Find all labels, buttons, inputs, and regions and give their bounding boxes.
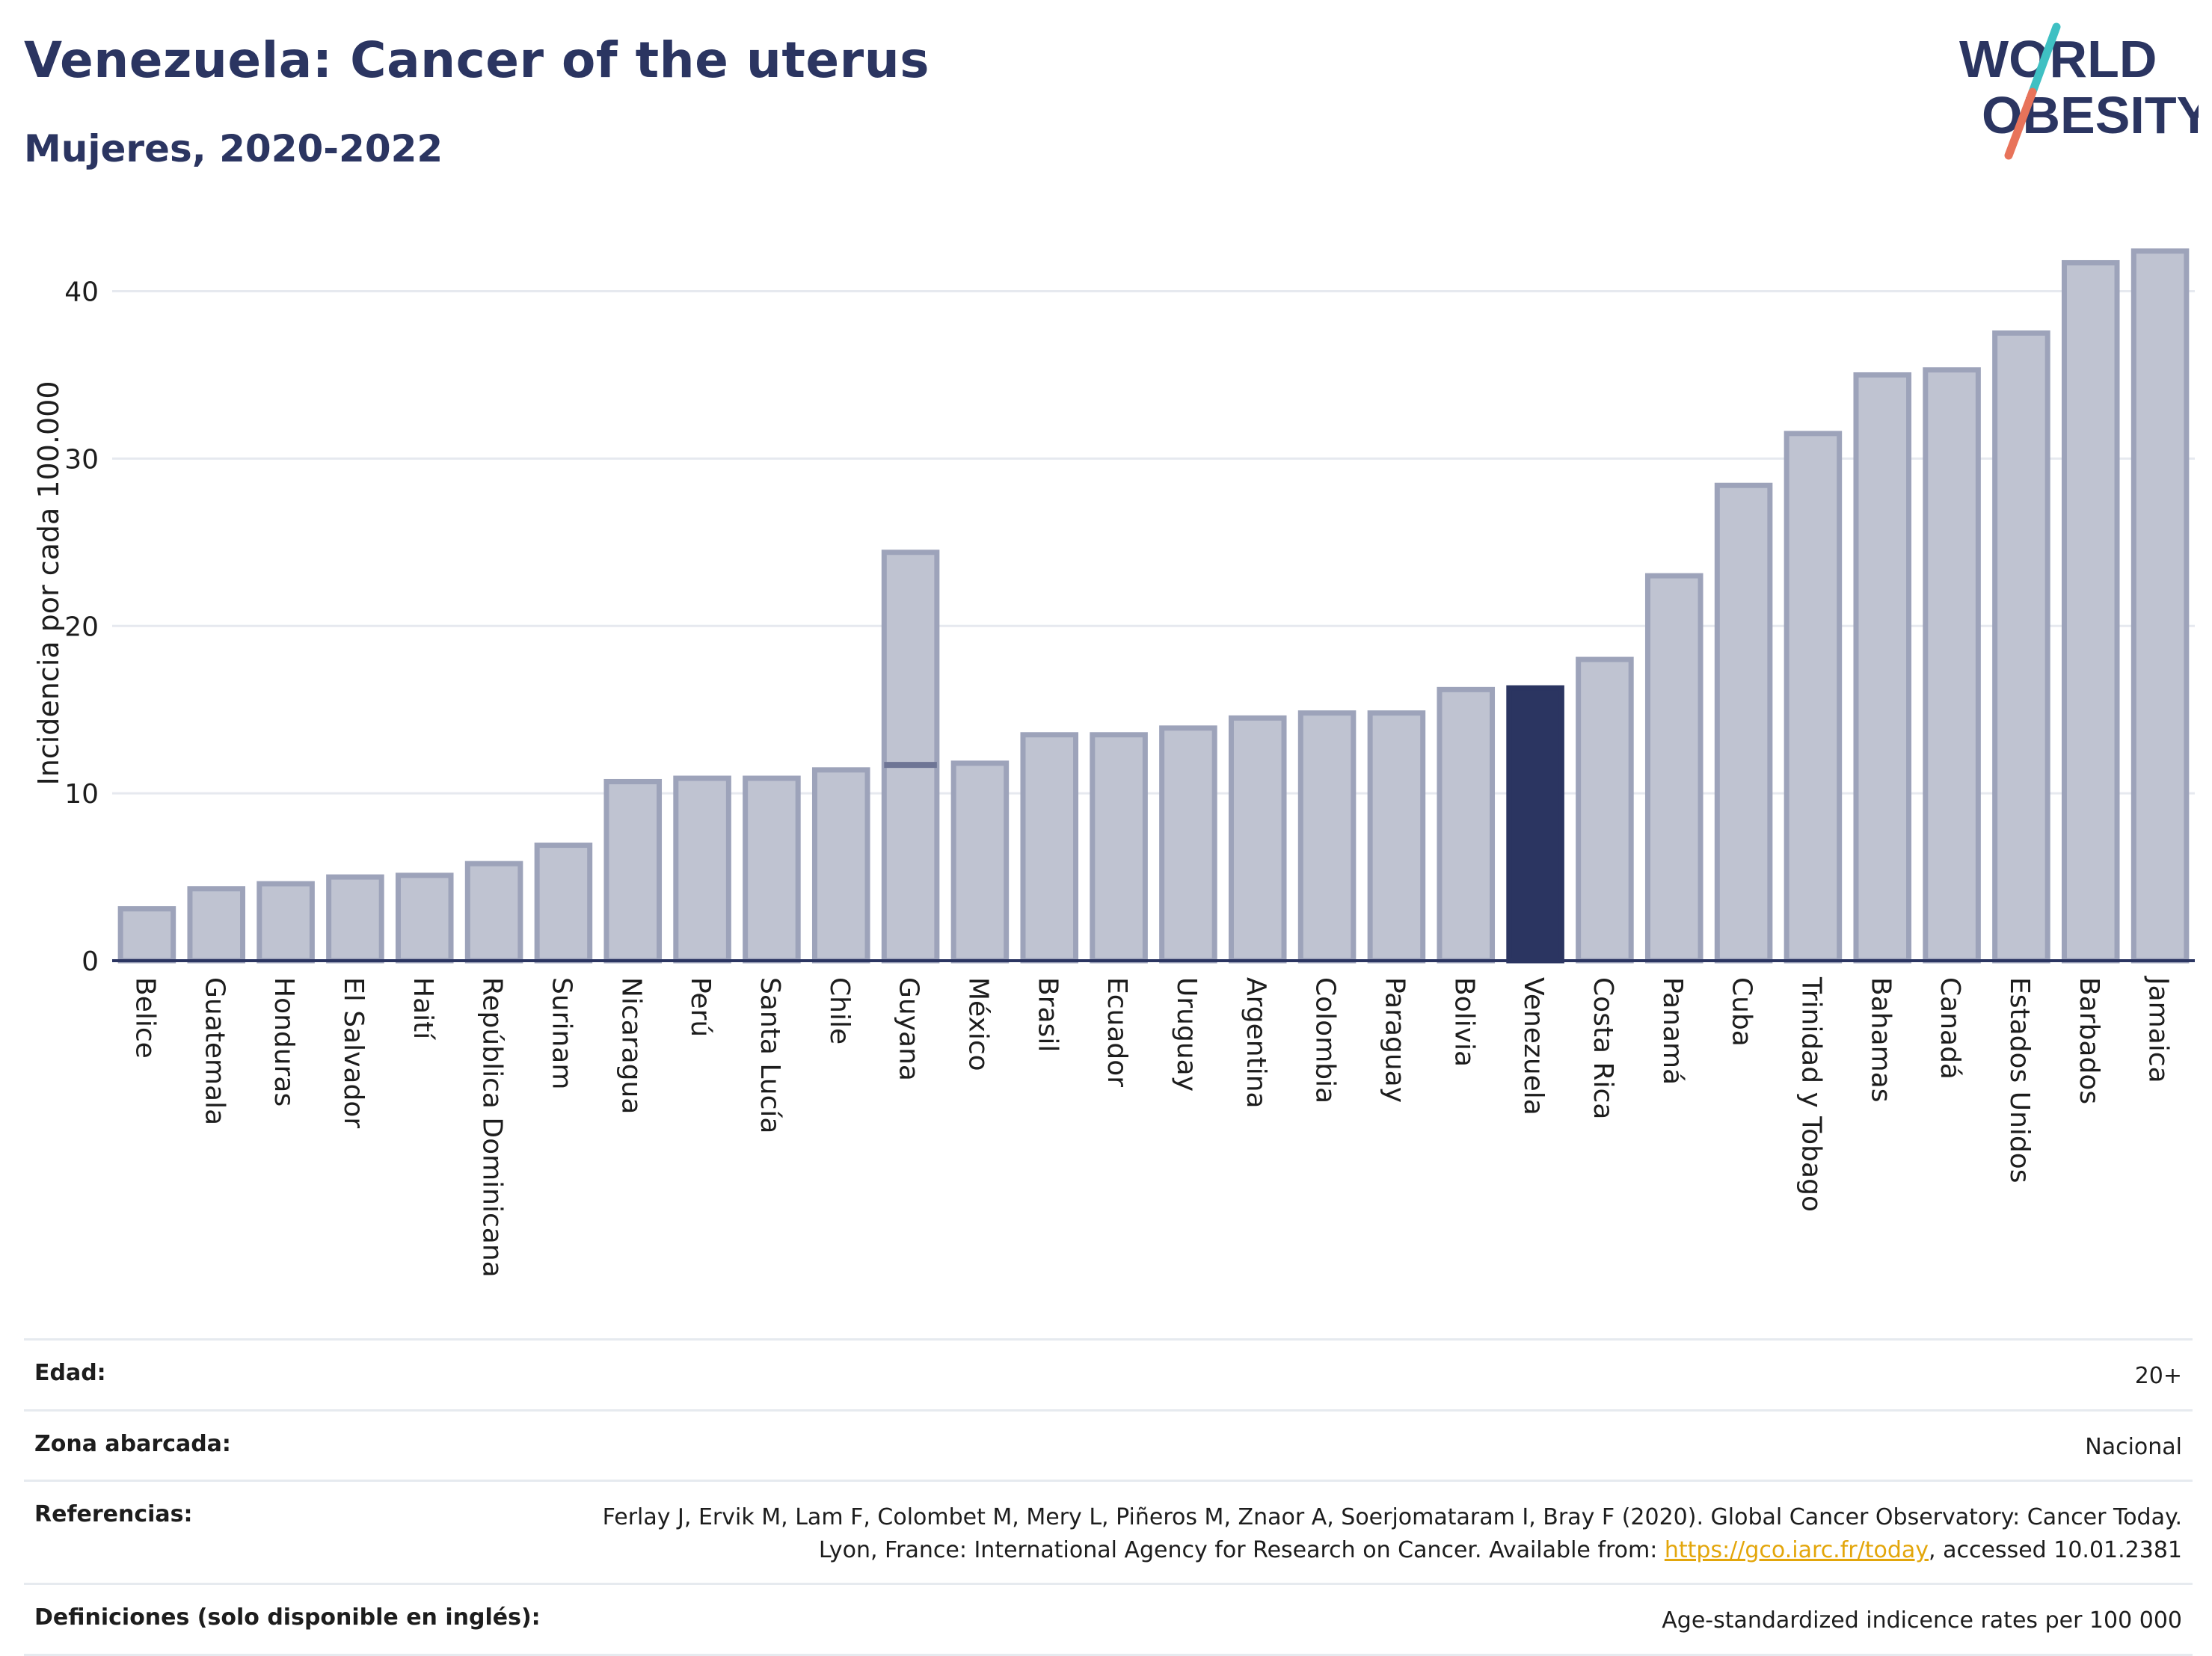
bar-honduras xyxy=(256,881,315,964)
x-tick-label: Estados Unidos xyxy=(2004,977,2035,1183)
bar-chart: 0 10 20 30 40 Belice Guatemala Honduras El Salva… xyxy=(32,248,2195,1278)
info-row-area: Zona abarcada: Nacional xyxy=(24,1409,2193,1480)
y-tick-label: 10 xyxy=(64,779,99,810)
age-label: Edad: xyxy=(34,1360,106,1386)
chart-title: Venezuela: Cancer of the uterus xyxy=(24,31,930,89)
bars xyxy=(117,248,2190,964)
bar-trinidad-y-tobago xyxy=(1784,431,1843,964)
area-value: Nacional xyxy=(2085,1433,2182,1460)
bar-panamá xyxy=(1644,573,1703,964)
bar-estados-unidos xyxy=(1992,330,2050,964)
bar-bahamas xyxy=(1853,372,1912,964)
x-tick-label: Bahamas xyxy=(1865,977,1896,1103)
x-tick-label: Perú xyxy=(685,977,716,1037)
x-tick-label: Guatemala xyxy=(199,977,230,1125)
definitions-label: Definiciones (solo disponible en inglés)… xyxy=(34,1604,541,1631)
age-value: 20+ xyxy=(2134,1363,2182,1389)
x-tick-label: Venezuela xyxy=(1518,977,1549,1115)
bar-venezuela xyxy=(1506,685,1564,964)
x-tick-label: Canadá xyxy=(1935,977,1965,1080)
bar-santa-lucía xyxy=(743,775,801,964)
x-tick-label: Surinam xyxy=(546,977,577,1089)
logo-slash-coral xyxy=(2004,87,2037,160)
x-tick-label: Panamá xyxy=(1657,977,1688,1085)
x-tick-label: Jamaica xyxy=(2143,976,2174,1083)
info-table: Edad: 20+ Zona abarcada: Nacional Refere… xyxy=(24,1338,2193,1656)
x-tick-label: Bolivia xyxy=(1448,977,1479,1067)
world-obesity-logo: WORLD OBESITY xyxy=(1959,22,2199,160)
bar-nicaragua xyxy=(603,778,663,964)
bar-argentina xyxy=(1228,715,1287,964)
info-row-age: Edad: 20+ xyxy=(24,1338,2193,1409)
grid-lines xyxy=(112,290,2195,795)
x-tick-label: Costa Rica xyxy=(1588,977,1618,1119)
definitions-value: Age-standardized indicence rates per 100… xyxy=(1662,1607,2182,1634)
references-value: Ferlay J, Ervik M, Lam F, Colombet M, Me… xyxy=(537,1501,2182,1566)
x-tick-label: Haití xyxy=(408,977,438,1040)
bar-guatemala xyxy=(187,886,246,964)
references-link[interactable]: https://gco.iarc.fr/today xyxy=(1664,1536,1929,1563)
x-tick-label: Colombia xyxy=(1310,977,1341,1104)
info-row-definitions: Definiciones (solo disponible en inglés)… xyxy=(24,1583,2193,1656)
bar-ecuador xyxy=(1090,732,1148,964)
bar-paraguay xyxy=(1367,710,1426,964)
bar-jamaica xyxy=(2130,248,2190,964)
bar-colombia xyxy=(1297,710,1357,964)
x-tick-label: Trinidad y Tobago xyxy=(1795,976,1826,1212)
bar-guyana xyxy=(881,550,940,964)
bar-perú xyxy=(673,775,731,964)
x-tick-label: Barbados xyxy=(2074,977,2104,1104)
y-tick-label: 20 xyxy=(64,612,99,642)
logo-text-world: WORLD xyxy=(1959,30,2157,88)
x-tick-label: El Salvador xyxy=(338,977,369,1128)
x-tick-label: Argentina xyxy=(1241,977,1271,1109)
bar-méxico xyxy=(950,760,1010,964)
bar-barbados xyxy=(2061,259,2120,964)
logo-slash-teal xyxy=(2028,22,2061,96)
x-tick-label: Santa Lucía xyxy=(755,977,785,1133)
x-tick-label: Uruguay xyxy=(1171,977,1202,1092)
info-row-references: Referencias: Ferlay J, Ervik M, Lam F, C… xyxy=(24,1480,2193,1583)
axes: 0 10 20 30 40 Belice Guatemala Honduras El Salva… xyxy=(64,277,2195,1278)
y-tick-label: 40 xyxy=(64,277,99,308)
x-tick-label: Paraguay xyxy=(1379,977,1410,1103)
bar-brasil xyxy=(1020,732,1079,964)
x-tick-label: República Dominicana xyxy=(477,977,508,1278)
bar-república-dominicana xyxy=(464,861,523,964)
x-tick-label: Chile xyxy=(824,977,855,1044)
x-tick-label: Honduras xyxy=(268,977,299,1106)
x-tick-label: Nicaragua xyxy=(615,977,646,1114)
references-label: Referencias: xyxy=(34,1501,193,1527)
bar-bolivia xyxy=(1437,686,1496,964)
area-label: Zona abarcada: xyxy=(34,1430,231,1457)
x-tick-label: Belice xyxy=(129,977,160,1059)
y-axis-label: Incidencia por cada 100.000 xyxy=(32,381,65,785)
chart-subtitle: Mujeres, 2020-2022 xyxy=(24,127,443,170)
bar-surinam xyxy=(534,843,593,964)
bar-haití xyxy=(395,872,454,964)
y-tick-label: 0 xyxy=(82,946,99,977)
references-accessed: , accessed 10.01.2381 xyxy=(1929,1536,2182,1563)
x-tick-label: Cuba xyxy=(1727,977,1757,1047)
x-tick-label: Guyana xyxy=(894,977,924,1081)
bar-el-salvador xyxy=(326,874,384,964)
x-tick-label: Brasil xyxy=(1032,977,1063,1052)
bar-costa-rica xyxy=(1576,656,1634,964)
bar-canadá xyxy=(1923,367,1981,964)
references-text: Ferlay J, Ervik M, Lam F, Colombet M, Me… xyxy=(602,1504,2182,1563)
x-tick-label: Ecuador xyxy=(1102,977,1132,1087)
bar-cuba xyxy=(1714,482,1773,964)
x-tick-label: México xyxy=(962,977,993,1071)
y-tick-label: 30 xyxy=(64,444,99,475)
bar-chile xyxy=(811,767,870,964)
bar-uruguay xyxy=(1159,725,1217,964)
bar-belice xyxy=(117,906,176,964)
